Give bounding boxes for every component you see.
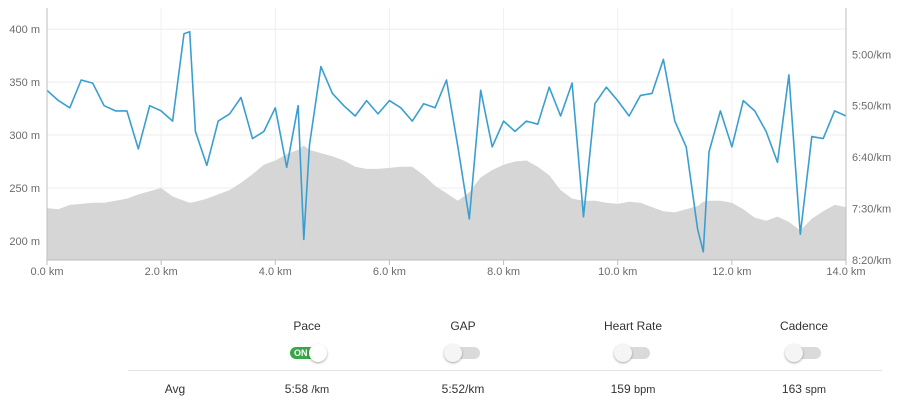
y-left-tick-1: 250 m (9, 183, 40, 195)
pace-control: Pace ON (237, 318, 377, 362)
gap-control: GAP (393, 318, 533, 362)
y-left-tick-4: 400 m (9, 24, 40, 36)
avg-cadence: 163 spm (734, 382, 874, 396)
elevation-area (47, 145, 846, 260)
pace-label: Pace (293, 319, 321, 333)
avg-cadence-value: 163 (781, 382, 802, 396)
y-right-tick-3: 7:30/km (852, 204, 891, 216)
elevation-pace-chart[interactable]: 0.0 km 2.0 km 4.0 km 6.0 km 8.0 km 10.0 km 12.… (0, 0, 910, 290)
heart-rate-control: Heart Rate (563, 318, 703, 362)
pace-toggle-knob (309, 344, 327, 362)
avg-pace-value: 5:58 (284, 382, 309, 396)
avg-row: Avg 5:58 /km 5:52/km 159 bpm 163 spm (0, 382, 910, 402)
avg-pace: 5:58 /km (237, 382, 377, 396)
pace-toggle[interactable]: ON (288, 344, 327, 362)
y-left-tick-3: 350 m (9, 77, 40, 89)
pace-toggle-on-text: ON (294, 348, 308, 358)
cadence-toggle-knob (785, 344, 803, 362)
pace-line-layer (46, 30, 847, 253)
avg-pace-unit: /km (311, 384, 330, 396)
x-tick-4: 8.0 km (487, 266, 520, 278)
heart-rate-label: Heart Rate (603, 319, 663, 333)
gap-label: GAP (450, 319, 476, 333)
avg-label: Avg (164, 382, 186, 396)
cadence-control: Cadence (734, 318, 874, 362)
x-tick-7: 14.0 km (826, 266, 865, 278)
metric-toggles: Pace ON GAP Heart Rate Cadence (0, 318, 910, 378)
x-tick-3: 6.0 km (373, 266, 406, 278)
pace-line (46, 30, 847, 253)
x-axis-tick-labels: 0.0 km 2.0 km 4.0 km 6.0 km 8.0 km 10.0 km 12.… (30, 266, 865, 278)
avg-heart-rate: 159 bpm (563, 382, 703, 396)
y-right-tick-2: 6:40/km (852, 152, 891, 164)
avg-gap-value: 5:52/km (441, 382, 485, 396)
avg-divider (128, 370, 882, 371)
gap-toggle-knob (444, 344, 462, 362)
avg-gap: 5:52/km (393, 382, 533, 396)
y-right-tick-0: 5:00/km (852, 49, 891, 61)
heart-rate-toggle-knob (614, 344, 632, 362)
y-right-tick-4: 8:20/km (852, 255, 891, 267)
x-tick-6: 12.0 km (712, 266, 751, 278)
avg-heart-rate-unit: bpm (633, 384, 656, 396)
x-tick-0: 0.0 km (30, 266, 63, 278)
heart-rate-toggle[interactable] (614, 344, 652, 362)
elevation-area-layer (47, 145, 846, 260)
avg-cadence-unit: spm (805, 384, 827, 396)
x-tick-1: 2.0 km (145, 266, 178, 278)
gap-toggle[interactable] (444, 344, 482, 362)
cadence-toggle[interactable] (785, 344, 823, 362)
avg-heart-rate-value: 159 (610, 382, 631, 396)
right-axis-tick-labels: 5:00/km 5:50/km 6:40/km 7:30/km 8:20/km (852, 49, 891, 267)
left-axis-tick-labels: 200 m 250 m 300 m 350 m 400 m (9, 24, 40, 248)
x-tick-5: 10.0 km (598, 266, 637, 278)
chart-axes (46, 8, 847, 265)
cadence-label: Cadence (779, 319, 829, 333)
y-left-tick-0: 200 m (9, 236, 40, 248)
x-tick-2: 4.0 km (259, 266, 292, 278)
y-left-tick-2: 300 m (9, 130, 40, 142)
y-right-tick-1: 5:50/km (852, 101, 891, 113)
